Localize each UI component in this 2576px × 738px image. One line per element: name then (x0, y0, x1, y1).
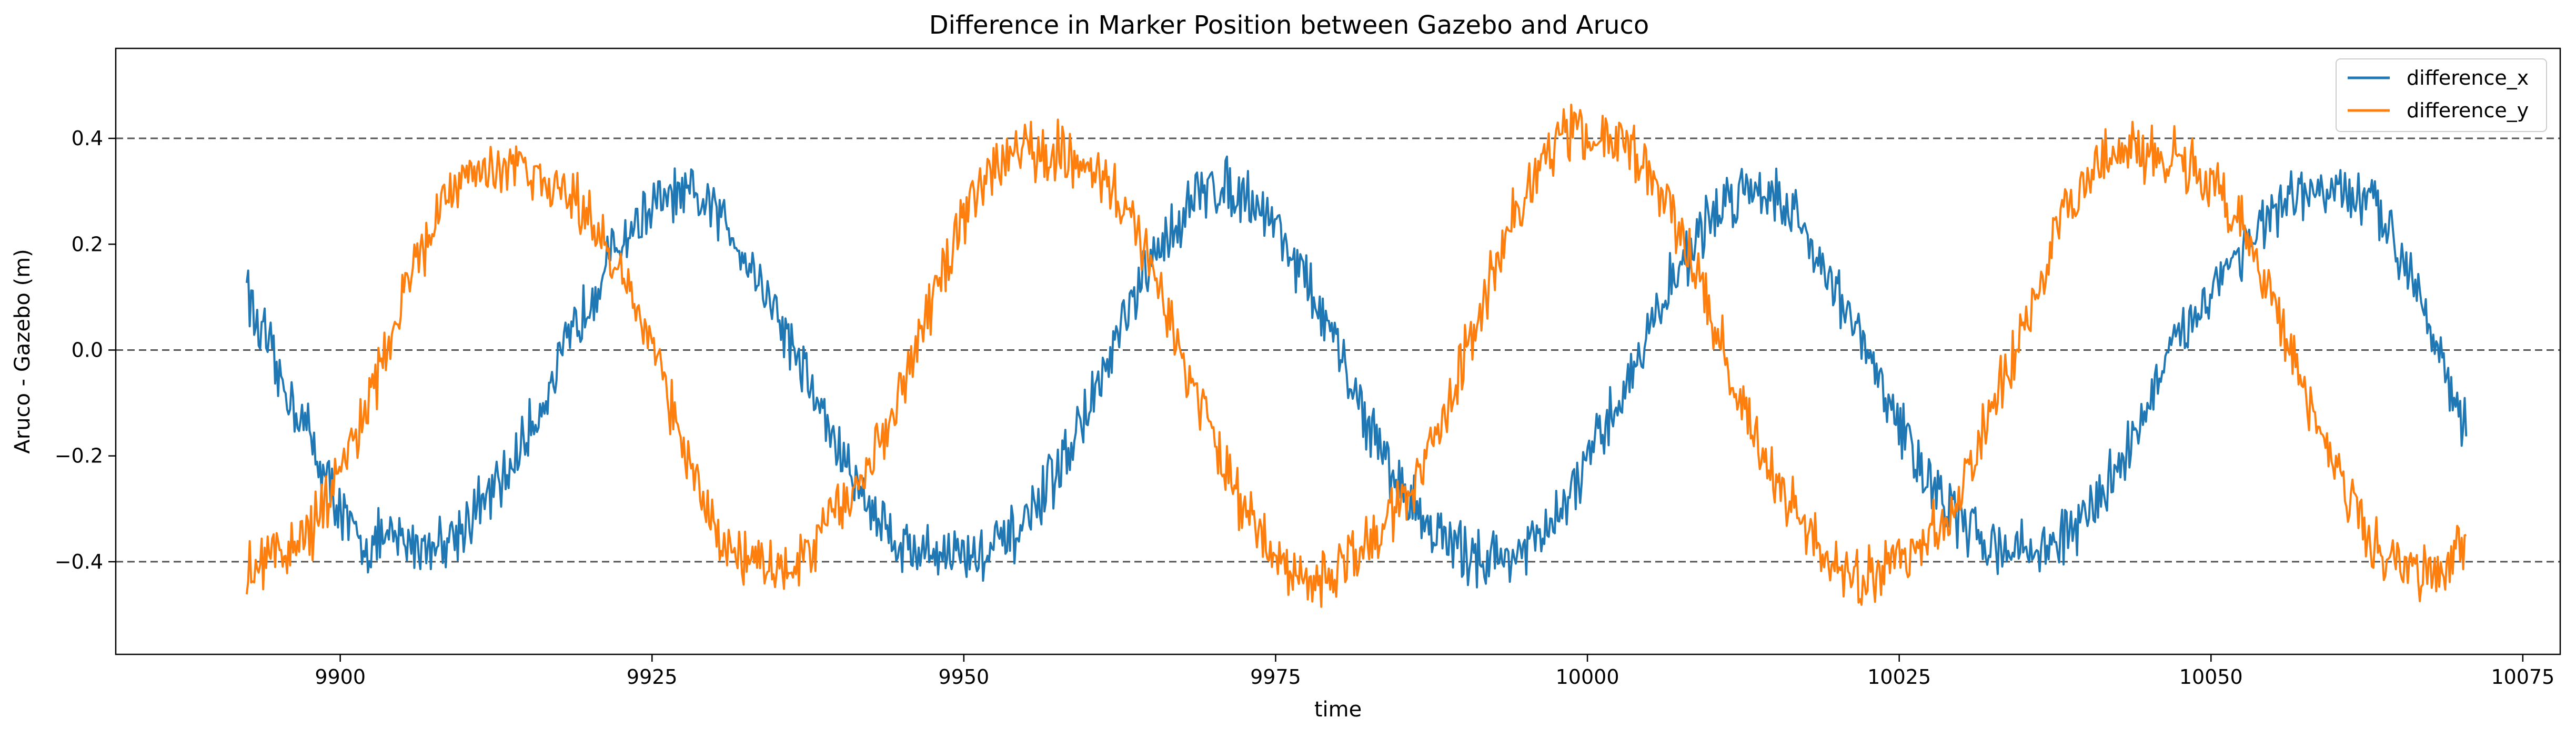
x-tick-label-9925: 9925 (627, 665, 678, 689)
x-tick-label-10025: 10025 (1867, 665, 1931, 689)
x-tick-label-10050: 10050 (2179, 665, 2243, 689)
x-tick-label-9975: 9975 (1250, 665, 1301, 689)
legend-label-difference_x: difference_x (2407, 66, 2529, 89)
x-axis-label: time (1314, 697, 1362, 722)
series-layer (245, 104, 2468, 608)
x-tick-label-9950: 9950 (939, 665, 990, 689)
y-tick-label-3: 0.2 (72, 232, 103, 256)
y-tick-label-4: 0.4 (72, 127, 103, 150)
chart-title: Difference in Marker Position between Ga… (929, 11, 1649, 40)
y-tick-label-0: −0.4 (55, 550, 103, 573)
y-tick-label-2: 0.0 (72, 338, 103, 361)
legend: difference_x difference_y (2336, 58, 2547, 132)
series-line-difference_y (245, 104, 2467, 608)
plot-area-frame (115, 47, 2561, 655)
x-tick-label-10000: 10000 (1556, 665, 1619, 689)
y-axis-label: Aruco - Gazebo (m) (11, 249, 35, 453)
x-axis-ticks: 9900 9925 9950 9975 10000 10025 10050 10075 (315, 654, 2554, 689)
series-line-difference_x (245, 155, 2468, 589)
x-tick-label-9900: 9900 (315, 665, 366, 689)
legend-label-difference_y: difference_y (2407, 99, 2529, 122)
x-tick-label-10075: 10075 (2491, 665, 2554, 689)
y-tick-label-1: −0.2 (55, 444, 103, 468)
y-axis-ticks: −0.4 −0.2 0.0 0.2 0.4 (55, 127, 116, 573)
